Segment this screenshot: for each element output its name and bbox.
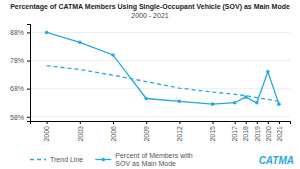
y-axis-line xyxy=(27,25,31,122)
grid-line xyxy=(30,32,290,33)
y-tick-mark xyxy=(27,61,30,62)
annotation: CATMA xyxy=(259,155,294,166)
marks xyxy=(45,31,281,106)
x-tick: 2000 xyxy=(43,121,50,142)
x-tick-mark xyxy=(257,121,258,124)
point xyxy=(111,53,115,57)
y-axis: 58% 68% 78% 88% xyxy=(10,25,31,122)
y-tick-mark xyxy=(27,32,30,33)
point xyxy=(211,102,215,106)
point xyxy=(45,31,49,35)
point xyxy=(78,40,82,44)
x-tick: 2018 xyxy=(242,121,249,142)
x-tick-mark xyxy=(80,121,81,124)
y-tick: 68% xyxy=(10,85,30,92)
y-tick: 88% xyxy=(10,29,30,36)
y-tick-mark xyxy=(27,117,30,118)
x-tick-label: 2006 xyxy=(110,126,117,142)
y-tick: 78% xyxy=(10,57,30,64)
legend-item: Percent of Members withSOV as Main Mode xyxy=(95,152,193,167)
x-tick-label: 2003 xyxy=(77,126,84,142)
x-axis-line xyxy=(31,122,291,125)
x-tick-mark xyxy=(113,121,114,124)
chart: Percentage of CATMA Members Using Single… xyxy=(0,0,300,169)
legend-swatch xyxy=(30,159,46,160)
legend-marker xyxy=(102,158,106,162)
point xyxy=(144,97,148,101)
grid xyxy=(30,32,290,116)
point xyxy=(233,101,237,105)
x-tick: 2003 xyxy=(77,121,84,142)
grid-line xyxy=(30,116,290,117)
point xyxy=(244,95,248,99)
point xyxy=(277,102,281,106)
x-tick: 2017 xyxy=(231,121,238,142)
y-tick: 58% xyxy=(10,114,30,121)
point xyxy=(266,70,270,74)
x-tick-label: 2018 xyxy=(242,126,249,142)
x-axis: 2000 2003 2006 2009 2012 2015 2017 2018 2019 2020… xyxy=(31,121,291,142)
x-tick: 2021 xyxy=(276,121,283,142)
x-tick-mark xyxy=(246,121,247,124)
x-tick-mark xyxy=(47,121,48,124)
element: SOV as Main Mode xyxy=(115,160,176,167)
title-group: Percentage of CATMA Members Using Single… xyxy=(10,3,290,19)
x-tick-label: 2015 xyxy=(209,126,216,142)
y-tick-mark xyxy=(27,89,30,90)
x-tick: 2012 xyxy=(176,121,183,142)
y-tick-label: 88% xyxy=(10,29,24,36)
subtitle: 2000 - 2021 xyxy=(131,12,168,19)
grid-line xyxy=(30,88,290,89)
element: Trend Line xyxy=(50,156,83,163)
series-line xyxy=(47,66,279,102)
x-tick: 2006 xyxy=(110,121,117,142)
x-tick-mark xyxy=(213,121,214,124)
x-tick: 2009 xyxy=(143,121,150,142)
x-tick: 2015 xyxy=(209,121,216,142)
y-tick-label: 58% xyxy=(10,114,24,121)
point xyxy=(178,100,182,104)
x-tick: 2020 xyxy=(265,121,272,142)
x-tick-label: 2017 xyxy=(231,126,238,142)
x-tick-mark xyxy=(235,121,236,124)
x-tick-label: 2019 xyxy=(254,126,261,142)
x-tick-mark xyxy=(146,121,147,124)
x-tick-mark xyxy=(179,121,180,124)
x-tick-mark xyxy=(279,121,280,124)
x-tick-label: 2009 xyxy=(143,126,150,142)
legend-item: Trend Line xyxy=(30,156,83,163)
legend: Trend Line Percent of Members withSOV as … xyxy=(30,152,193,167)
title: Percentage of CATMA Members Using Single… xyxy=(10,3,290,11)
x-tick-label: 2020 xyxy=(265,126,272,142)
x-tick-label: 2000 xyxy=(43,126,50,142)
grid-line xyxy=(30,60,290,61)
series-line xyxy=(47,32,279,104)
y-tick-label: 68% xyxy=(10,85,24,92)
x-tick-label: 2021 xyxy=(276,126,283,142)
x-tick-mark xyxy=(268,121,269,124)
legend-label: Trend Line xyxy=(50,156,83,163)
legend-label: Percent of Members withSOV as Main Mode xyxy=(115,152,193,167)
element: Percent of Members with xyxy=(115,152,193,159)
x-tick-label: 2012 xyxy=(176,126,183,142)
y-tick-label: 78% xyxy=(10,57,24,64)
x-tick: 2019 xyxy=(254,121,261,142)
point xyxy=(255,101,259,105)
plot: 2000 2003 2006 2009 2012 2015 2017 2018 2019 2020… xyxy=(10,25,291,142)
